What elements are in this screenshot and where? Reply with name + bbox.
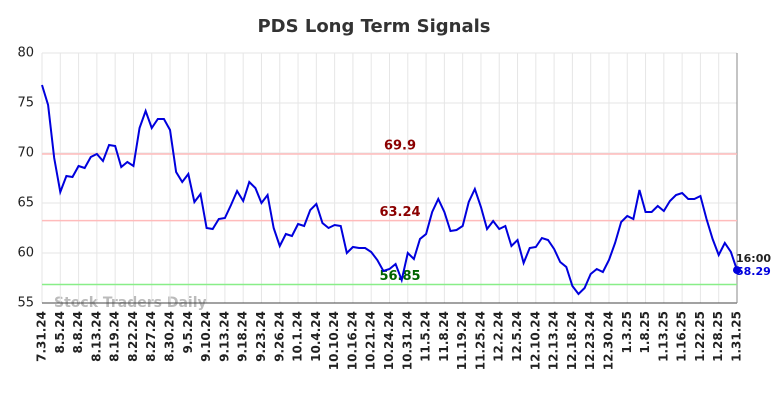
x-tick-label: 12.10.24 — [528, 311, 542, 370]
price-line — [41, 84, 738, 296]
x-tick-label: 12.5.24 — [510, 311, 524, 362]
x-tick-label: 10.21.24 — [364, 311, 378, 370]
x-tick-label: 9.23.24 — [254, 311, 268, 362]
y-tick-label: 65 — [17, 196, 34, 211]
x-tick-label: 10.24.24 — [382, 311, 396, 370]
last-point — [733, 266, 741, 275]
chart-title: PDS Long Term Signals — [257, 16, 490, 37]
x-tick-label: 11.19.24 — [455, 311, 469, 370]
x-tick-label: 10.31.24 — [400, 311, 414, 370]
reference-label: 63.24 — [379, 205, 420, 220]
y-tick-label: 55 — [17, 296, 34, 311]
x-tick-label: 11.25.24 — [473, 311, 487, 370]
x-tick-label: 12.23.24 — [583, 311, 597, 370]
y-tick-label: 75 — [17, 96, 34, 111]
x-tick-label: 12.18.24 — [565, 311, 579, 370]
reference-label: 69.9 — [384, 139, 416, 154]
x-tick-label: 8.22.24 — [126, 311, 140, 362]
last-value: 58.29 — [736, 265, 771, 278]
x-tick-label: 12.2.24 — [492, 311, 506, 362]
x-tick-label: 10.4.24 — [309, 311, 323, 362]
x-tick-label: 1.13.25 — [656, 311, 670, 362]
x-tick-label: 1.8.25 — [638, 311, 652, 354]
end-time: 16:00 — [736, 252, 771, 265]
x-tick-label: 10.1.24 — [291, 311, 305, 362]
x-tick-label: 9.13.24 — [217, 311, 231, 362]
x-tick-label: 1.3.25 — [620, 311, 634, 354]
x-tick-label: 1.16.25 — [675, 311, 689, 362]
x-tick-label: 1.31.25 — [730, 311, 744, 362]
x-tick-label: 9.18.24 — [236, 311, 250, 362]
x-tick-label: 9.10.24 — [199, 311, 213, 362]
x-tick-label: 8.5.24 — [53, 311, 67, 354]
x-tick-label: 10.10.24 — [327, 311, 341, 370]
y-tick-label: 80 — [17, 46, 34, 61]
x-tick-label: 10.16.24 — [345, 311, 359, 370]
x-tick-label: 12.30.24 — [601, 311, 615, 370]
x-tick-label: 1.28.25 — [711, 311, 725, 362]
x-tick-label: 1.22.25 — [693, 311, 707, 362]
x-tick-label: 9.26.24 — [272, 311, 286, 362]
x-tick-label: 8.19.24 — [108, 311, 122, 362]
x-tick-label: 8.30.24 — [163, 311, 177, 362]
y-tick-label: 60 — [17, 246, 34, 261]
x-tick-label: 12.13.24 — [547, 311, 561, 370]
y-tick-label: 70 — [17, 146, 34, 161]
x-tick-label: 7.31.24 — [35, 311, 49, 362]
x-tick-label: 8.8.24 — [71, 311, 85, 354]
x-tick-label: 8.27.24 — [144, 311, 158, 362]
x-tick-label: 8.13.24 — [89, 311, 103, 362]
x-tick-label: 11.5.24 — [419, 311, 433, 362]
x-tick-label: 11.8.24 — [437, 311, 451, 362]
x-tick-label: 9.5.24 — [181, 311, 195, 354]
